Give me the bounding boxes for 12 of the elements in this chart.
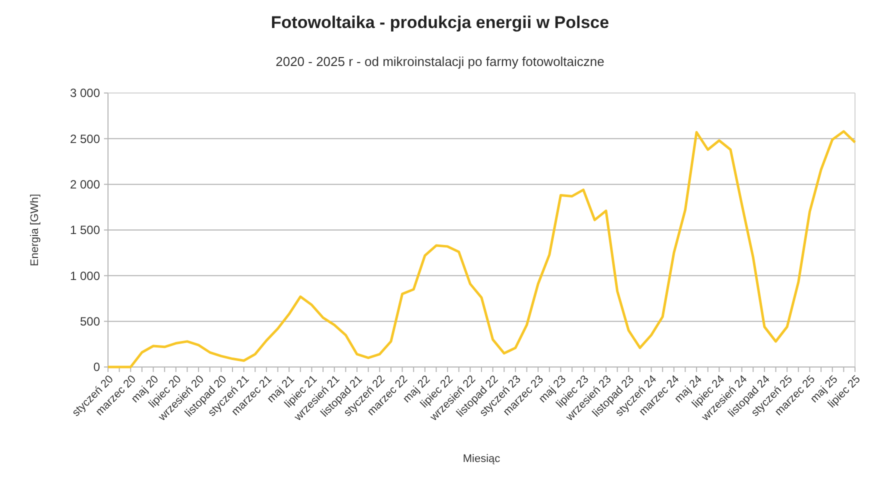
line-series [106,130,856,368]
y-tick-label: 500 [80,314,100,329]
y-tick-label: 2 000 [70,178,100,192]
y-tick-label: 3 000 [70,86,100,100]
x-axis-title: Miesiąc [462,453,501,465]
y-tick-label: 1 000 [70,268,100,283]
y-tick-label: 0 [93,360,100,374]
y-tick-label: 2 500 [70,132,100,146]
chart-title: Fotowoltaika - produkcja energii w Polsce [270,13,610,32]
y-tick-label: 1 500 [70,223,100,238]
y-axis-title: Energia [GWh] [29,194,41,266]
chart-subtitle: 2020 - 2025 r - od mikroinstalacji po farmy fotowoltaiczne [276,54,604,69]
